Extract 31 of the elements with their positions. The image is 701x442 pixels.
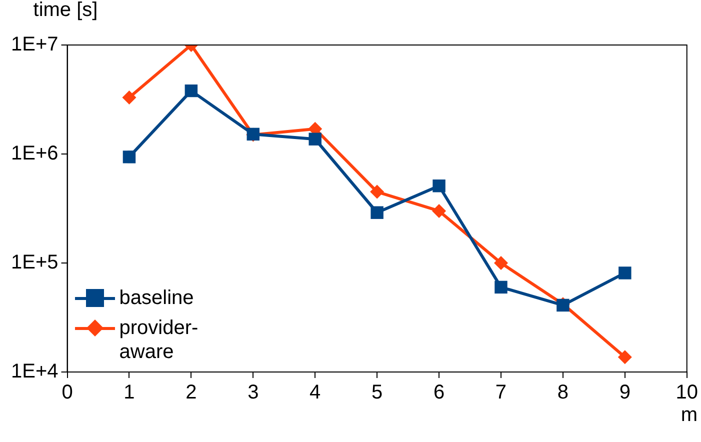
point (432, 204, 446, 218)
point (122, 150, 136, 164)
point (618, 266, 632, 280)
x-tick-label: 10 (676, 382, 698, 404)
point (370, 206, 384, 219)
y-tick-label: 1E+7 (11, 34, 58, 56)
y-axis-title: time [s] (33, 0, 98, 22)
x-tick-label: 3 (248, 382, 259, 404)
x-tick-label: 5 (372, 382, 383, 404)
x-tick-label: 8 (557, 382, 569, 404)
point (494, 256, 508, 270)
y-tick-label: 1E+6 (11, 142, 58, 165)
point (432, 180, 446, 192)
y-tick-label: 1E+4 (11, 360, 58, 383)
point (184, 84, 198, 98)
x-tick-label: 2 (186, 382, 197, 404)
x-tick-label: 1 (124, 382, 135, 404)
x-tick-label: 9 (619, 382, 630, 404)
x-axis-title: m (680, 404, 698, 427)
y-tick-label: 1E+5 (11, 252, 58, 274)
legend-label: provider-aware (119, 316, 200, 364)
legend-label: baseline (119, 286, 195, 310)
x-tick-label: 0 (62, 382, 73, 404)
x-tick-label: 7 (495, 382, 507, 404)
x-tick-label: 4 (310, 382, 321, 404)
point (494, 280, 508, 294)
point (122, 90, 136, 104)
point (308, 132, 322, 146)
x-tick-label: 6 (433, 382, 445, 404)
point (618, 350, 632, 364)
point (370, 184, 384, 199)
